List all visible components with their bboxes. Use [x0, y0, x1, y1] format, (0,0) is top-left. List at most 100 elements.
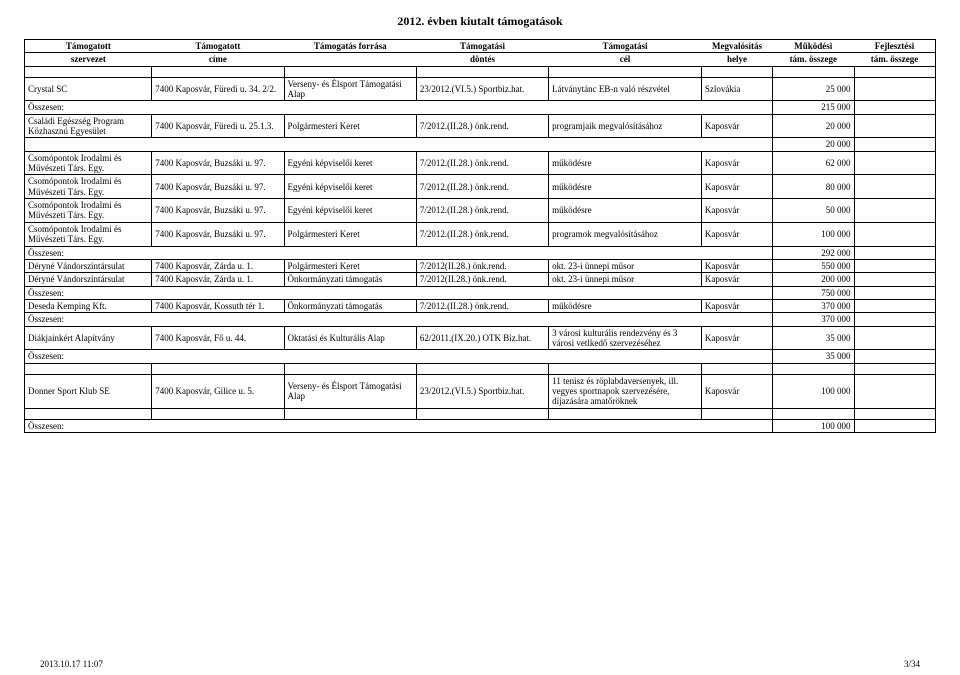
cell: 7400 Kaposvár, Füredi u. 34. 2/2.: [152, 77, 284, 101]
cell: [854, 222, 935, 246]
footer-timestamp: 2013.10.17 11:07: [40, 659, 103, 669]
cell: Kaposvár: [701, 259, 772, 272]
cell: Kaposvár: [701, 374, 772, 408]
table-row: Donner Sport Klub SE 7400 Kaposvár, Gili…: [25, 374, 936, 408]
cell: [854, 286, 935, 299]
cell: Crystal SC: [25, 77, 152, 101]
cell: Kaposvár: [701, 273, 772, 286]
summary-row: Összesen: 750 000: [25, 286, 936, 299]
summary-label: Összesen:: [25, 419, 773, 432]
summary-row: Összesen: 370 000: [25, 313, 936, 326]
cell: Kaposvár: [701, 326, 772, 350]
cell: 7/2012.(II.28.) önk.rend.: [416, 151, 548, 175]
table-row: Csomópontok Irodalmi és Művészeti Társ. …: [25, 222, 936, 246]
summary-value: 292 000: [773, 246, 854, 259]
col-header: Támogatott: [152, 40, 284, 53]
col-header: cél: [549, 53, 702, 66]
grants-table: Támogatott Támogatott Támogatás forrása …: [24, 39, 936, 433]
summary-label: Összesen:: [25, 101, 773, 114]
col-header: tám. összege: [773, 53, 854, 66]
col-header: [284, 53, 416, 66]
table-row: Crystal SC 7400 Kaposvár, Füredi u. 34. …: [25, 77, 936, 101]
cell: 7400 Kaposvár, Fő u. 44.: [152, 326, 284, 350]
cell: [854, 175, 935, 199]
summary-label: Összesen:: [25, 286, 773, 299]
cell: Szlovákia: [701, 77, 772, 101]
cell: 7400 Kaposvár, Zárda u. 1.: [152, 273, 284, 286]
cell: Diákjainkért Alapítvány: [25, 326, 152, 350]
cell: Csomópontok Irodalmi és Művészeti Társ. …: [25, 222, 152, 246]
cell: [854, 77, 935, 101]
cell: 100 000: [773, 222, 854, 246]
cell: 200 000: [773, 273, 854, 286]
cell: Kaposvár: [701, 175, 772, 199]
col-header: Támogatás forrása: [284, 40, 416, 53]
cell: 23/2012.(VI.5.) Sportbiz.hat.: [416, 77, 548, 101]
summary-label: Összesen:: [25, 246, 773, 259]
summary-row: Összesen: 215 000: [25, 101, 936, 114]
cell: [854, 374, 935, 408]
cell: 7/2012(II.28.) önk.rend.: [416, 273, 548, 286]
col-header: címe: [152, 53, 284, 66]
cell: 7400 Kaposvár, Füredi u. 25.1.3.: [152, 114, 284, 138]
cell: Polgármesteri Keret: [284, 222, 416, 246]
cell: 11 tenisz és röplabdaversenyek, ill. veg…: [549, 374, 702, 408]
cell: Egyéni képviselői keret: [284, 151, 416, 175]
summary-value: 35 000: [773, 350, 854, 363]
cell: 7/2012.(II.28.) önk.rend.: [416, 299, 548, 312]
cell: 62/2011.(IX.20.) OTK Biz.hat.: [416, 326, 548, 350]
cell: Csomópontok Irodalmi és Művészeti Társ. …: [25, 199, 152, 223]
page-footer: 2013.10.17 11:07 3/34: [40, 659, 920, 669]
cell: Kaposvár: [701, 151, 772, 175]
cell: [854, 138, 935, 151]
cell: Polgármesteri Keret: [284, 114, 416, 138]
col-header: Működési: [773, 40, 854, 53]
cell: [854, 273, 935, 286]
summary-value: 370 000: [773, 313, 854, 326]
cell: 7/2012.(II.28.) önk.rend.: [416, 222, 548, 246]
cell: [854, 246, 935, 259]
cell: 25 000: [773, 77, 854, 101]
col-header: helye: [701, 53, 772, 66]
cell: [854, 419, 935, 432]
cell: Csomópontok Irodalmi és Művészeti Társ. …: [25, 175, 152, 199]
spacer-row: [25, 363, 936, 374]
cell: [854, 199, 935, 223]
cell: 7400 Kaposvár, Kossuth tér 1.: [152, 299, 284, 312]
cell: Verseny- és Élsport Támogatási Alap: [284, 374, 416, 408]
page-title: 2012. évben kiutalt támogatások: [24, 14, 936, 29]
col-header: Támogatási: [549, 40, 702, 53]
cell: [854, 114, 935, 138]
cell: programjaik megvalósításához: [549, 114, 702, 138]
col-header: Támogatási: [416, 40, 548, 53]
cell: 7400 Kaposvár, Buzsáki u. 97.: [152, 222, 284, 246]
col-header: szervezet: [25, 53, 152, 66]
summary-row: Összesen: 292 000: [25, 246, 936, 259]
cell: 7/2012.(II.28.) önk.rend.: [416, 114, 548, 138]
cell: 20 000: [773, 114, 854, 138]
cell: Egyéni képviselői keret: [284, 199, 416, 223]
cell: Önkormányzati támogatás: [284, 299, 416, 312]
cell: 62 000: [773, 151, 854, 175]
cell: Déryné Vándorszíntársulat: [25, 259, 152, 272]
cell: működésre: [549, 175, 702, 199]
table-row: Déryné Vándorszíntársulat 7400 Kaposvár,…: [25, 273, 936, 286]
cell: [854, 313, 935, 326]
cell: 100 000: [773, 374, 854, 408]
cell: Déryné Vándorszíntársulat: [25, 273, 152, 286]
spacer-row: [25, 408, 936, 419]
table-header-row-2: szervezet címe döntés cél helye tám. öss…: [25, 53, 936, 66]
summary-value: 215 000: [773, 101, 854, 114]
cell: Csomópontok Irodalmi és Művészeti Társ. …: [25, 151, 152, 175]
cell: működésre: [549, 199, 702, 223]
cell: működésre: [549, 151, 702, 175]
cell: 7400 Kaposvár, Zárda u. 1.: [152, 259, 284, 272]
col-header: Támogatott: [25, 40, 152, 53]
cell: Donner Sport Klub SE: [25, 374, 152, 408]
table-row: Csomópontok Irodalmi és Művészeti Társ. …: [25, 199, 936, 223]
table-header-row-1: Támogatott Támogatott Támogatás forrása …: [25, 40, 936, 53]
summary-label: Összesen:: [25, 313, 773, 326]
summary-value: 750 000: [773, 286, 854, 299]
cell: [854, 326, 935, 350]
summary-label: [25, 138, 773, 151]
